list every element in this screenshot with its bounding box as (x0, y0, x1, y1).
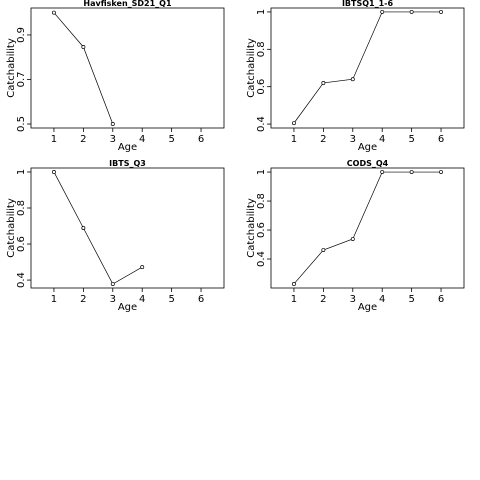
panel: IBTS_Q3 Age Catchability 1 2 3 4 5 6 0.4 0.6 0.8 1 (6, 159, 225, 313)
series-line (293, 171, 442, 285)
x-tick-label: 2 (320, 134, 326, 145)
x-tick-label: 3 (110, 134, 116, 145)
y-tick-label: 0.6 (256, 222, 267, 238)
x-axis-label: Age (118, 302, 137, 313)
point (81, 45, 86, 49)
point (321, 248, 326, 252)
x-tick-label: 3 (110, 294, 116, 305)
point (110, 282, 115, 286)
x-axis-label: Age (358, 302, 377, 313)
y-tick-label: 0.4 (16, 272, 27, 288)
series-line (53, 12, 114, 125)
x-axis-label: Age (358, 142, 377, 153)
x-tick-label: 5 (168, 134, 174, 145)
y-axis-label: Catchability (6, 38, 17, 98)
panel-title: IBTSQ1_1-6 (342, 0, 394, 8)
x-tick-label: 1 (51, 294, 57, 305)
panel-title: CODS_Q4 (347, 159, 389, 168)
point (140, 265, 145, 270)
point (291, 121, 296, 126)
plot-frame (270, 7, 465, 129)
x-tick-label: 3 (350, 294, 356, 305)
series-line (53, 171, 143, 285)
point (110, 122, 115, 126)
x-tick-label: 2 (80, 294, 86, 305)
y-axis-label: Catchability (246, 38, 257, 98)
point (380, 9, 385, 14)
x-tick-label: 6 (198, 294, 204, 305)
x-tick-label: 6 (198, 134, 204, 145)
y-tick-label: 0.4 (256, 251, 267, 267)
y-axis-label: Catchability (6, 198, 17, 258)
x-tick-label: 6 (438, 294, 444, 305)
y-tick-label: 0.9 (16, 27, 27, 43)
point (409, 9, 414, 14)
x-tick-label: 2 (320, 294, 326, 305)
point (51, 10, 56, 15)
x-axis-label: Age (118, 142, 137, 153)
y-tick-label: 0.4 (256, 116, 267, 132)
x-tick-label: 4 (139, 134, 145, 145)
panel-title: IBTS_Q3 (109, 159, 146, 168)
x-tick-label: 4 (379, 294, 385, 305)
y-tick-label: 1 (256, 9, 267, 15)
point (409, 170, 414, 175)
x-tick-label: 5 (168, 294, 174, 305)
x-tick-label: 4 (379, 134, 385, 145)
x-tick-label: 6 (438, 134, 444, 145)
x-tick-label: 3 (350, 134, 356, 145)
x-tick-label: 4 (139, 294, 145, 305)
y-tick-label: 0.8 (256, 41, 267, 57)
x-tick-label: 1 (51, 134, 57, 145)
y-tick-label: 0.7 (16, 72, 27, 88)
point (350, 237, 355, 241)
y-tick-label: 0.8 (16, 200, 27, 216)
plot-frame (30, 167, 225, 289)
point (51, 170, 56, 174)
point (81, 226, 86, 230)
x-tick-label: 2 (80, 134, 86, 145)
point (380, 170, 385, 175)
y-tick-label: 0.6 (16, 236, 27, 252)
y-tick-label: 1 (16, 169, 27, 175)
y-tick-label: 0.8 (256, 193, 267, 209)
panel: CODS_Q4 Age Catchability 1 2 3 4 5 6 0.4 0.6 0.8 1 (246, 159, 465, 313)
panel: Havfisken_SD21_Q1 Age Catchability 1 2 3 4 5 6 0.… (6, 0, 225, 153)
point (291, 281, 296, 286)
point (439, 170, 444, 175)
point (350, 77, 355, 82)
point (439, 9, 444, 14)
y-axis-label: Catchability (246, 198, 257, 258)
y-tick-label: 1 (256, 169, 267, 175)
x-tick-label: 5 (408, 294, 414, 305)
plot-frame (30, 7, 225, 129)
x-tick-label: 5 (408, 134, 414, 145)
y-tick-label: 0.6 (256, 79, 267, 95)
series-line (293, 11, 442, 124)
x-tick-label: 1 (291, 134, 297, 145)
x-tick-label: 1 (291, 294, 297, 305)
plot-frame (270, 167, 465, 289)
panel: IBTSQ1_1-6 Age Catchability 1 2 3 4 5 6 0.4 0.6 0.8… (246, 0, 465, 153)
y-tick-label: 0.5 (16, 116, 27, 132)
point (321, 81, 326, 85)
panel-title: Havfisken_SD21_Q1 (83, 0, 172, 8)
